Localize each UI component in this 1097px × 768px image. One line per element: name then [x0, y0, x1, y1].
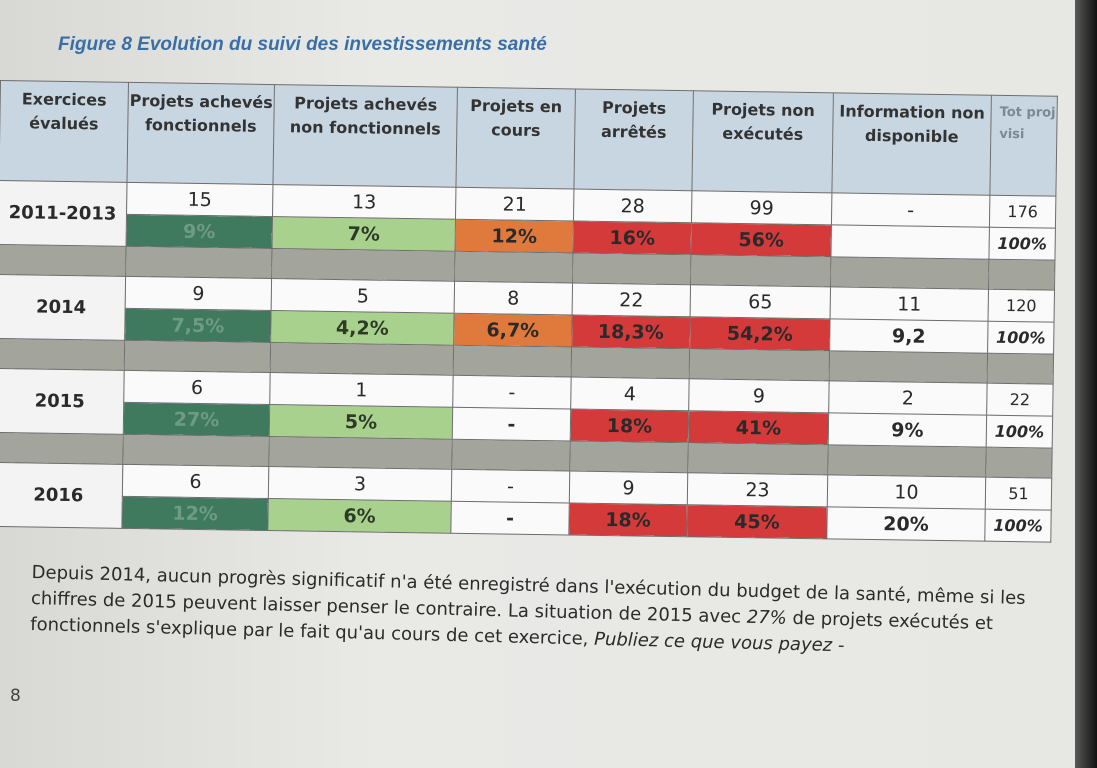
pct-cell: 18%	[570, 409, 689, 443]
pct-cell: 12%	[121, 496, 269, 531]
body-text: de projets exécutés et	[792, 607, 994, 635]
count-cell: 3	[268, 466, 452, 502]
table-header-row: Exercices évalués Projets achevés foncti…	[0, 80, 1058, 197]
pct-cell: 5%	[269, 404, 453, 440]
pct-cell	[830, 224, 990, 260]
count-cell: 99	[691, 190, 832, 225]
pct-cell: 9%	[828, 412, 987, 448]
count-cell: -	[451, 469, 570, 503]
total-pct-cell: 100%	[987, 321, 1055, 355]
count-cell: 9	[125, 276, 272, 311]
pct-cell: -	[450, 501, 570, 535]
pct-cell: 54,2%	[689, 316, 831, 351]
pct-cell: -	[452, 407, 571, 441]
pct-cell: 45%	[686, 504, 828, 539]
body-emphasis: 27%	[746, 606, 788, 629]
pct-cell: 6%	[267, 498, 452, 534]
total-pct-cell: 100%	[986, 415, 1053, 449]
total-pct-cell: 100%	[984, 509, 1052, 543]
count-cell: 21	[455, 187, 574, 222]
pct-cell: 9,2	[829, 318, 989, 354]
count-cell: 8	[454, 281, 573, 316]
pct-cell: 20%	[826, 506, 986, 542]
count-cell: 9	[569, 470, 688, 505]
count-cell: 22	[572, 283, 691, 317]
page-number: 8	[10, 686, 21, 706]
header-non-executes: Projets non exécutés	[691, 90, 834, 193]
count-cell: 13	[272, 184, 456, 220]
investment-table: Exercices évalués Projets achevés foncti…	[0, 80, 1058, 543]
pct-cell: 4,2%	[270, 310, 455, 346]
header-acheves-non-fonctionnels: Projets achevés non fonctionnels	[272, 84, 458, 188]
count-cell: 4	[570, 377, 690, 411]
figure-title: Figure 8 Evolution du suivi des investis…	[58, 34, 547, 55]
total-cell: 22	[986, 383, 1054, 417]
header-exercices: Exercices évalués	[0, 80, 129, 183]
pct-cell: 9%	[126, 214, 273, 249]
count-cell: 9	[688, 378, 830, 413]
count-cell: 6	[123, 370, 271, 405]
book-spine-shadow	[1075, 0, 1097, 768]
header-acheves-fonctionnels: Projets achevés fonctionnels	[126, 82, 275, 185]
document-page: Figure 8 Evolution du suivi des investis…	[0, 0, 1075, 768]
count-cell: 28	[573, 189, 692, 223]
body-paragraph: Depuis 2014, aucun progrès significatif …	[30, 560, 1062, 665]
header-en-cours: Projets en cours	[455, 87, 576, 190]
year-cell: 2015	[0, 368, 125, 435]
count-cell: 5	[271, 278, 455, 314]
pct-cell: 12%	[455, 219, 574, 254]
count-cell: 6	[122, 464, 269, 499]
total-cell: 51	[985, 477, 1052, 511]
total-pct-cell: 100%	[988, 227, 1056, 261]
pct-cell: 18,3%	[571, 315, 691, 349]
header-info-non-disponible: Information non disponible	[831, 92, 992, 196]
pct-cell: 7,5%	[124, 308, 272, 343]
count-cell: 1	[269, 372, 454, 408]
pct-cell: 56%	[690, 222, 832, 257]
count-cell: 15	[126, 182, 273, 217]
pct-cell: 27%	[123, 402, 270, 437]
year-cell: 2011-2013	[0, 180, 127, 247]
count-cell: 65	[690, 284, 831, 319]
pct-cell: 16%	[572, 221, 692, 255]
total-cell: 120	[988, 289, 1055, 323]
total-cell: 176	[989, 195, 1056, 229]
pct-cell: 41%	[688, 410, 829, 445]
pct-cell: 18%	[568, 502, 688, 537]
header-total: Tot proj visi	[989, 95, 1058, 197]
count-cell: 11	[830, 286, 989, 322]
pct-cell: 7%	[272, 216, 456, 252]
count-cell: 23	[687, 472, 828, 507]
count-cell: 10	[827, 474, 986, 510]
body-emphasis: Publiez ce que vous payez -	[593, 628, 845, 657]
count-cell: -	[452, 375, 572, 410]
count-cell: -	[831, 192, 990, 228]
investment-table-wrap: Exercices évalués Projets achevés foncti…	[0, 80, 1058, 543]
year-cell: 2016	[0, 462, 123, 529]
header-arretes: Projets arrêtés	[573, 89, 694, 191]
count-cell: 2	[828, 380, 988, 416]
pct-cell: 6,7%	[453, 313, 573, 348]
year-cell: 2014	[0, 274, 126, 341]
